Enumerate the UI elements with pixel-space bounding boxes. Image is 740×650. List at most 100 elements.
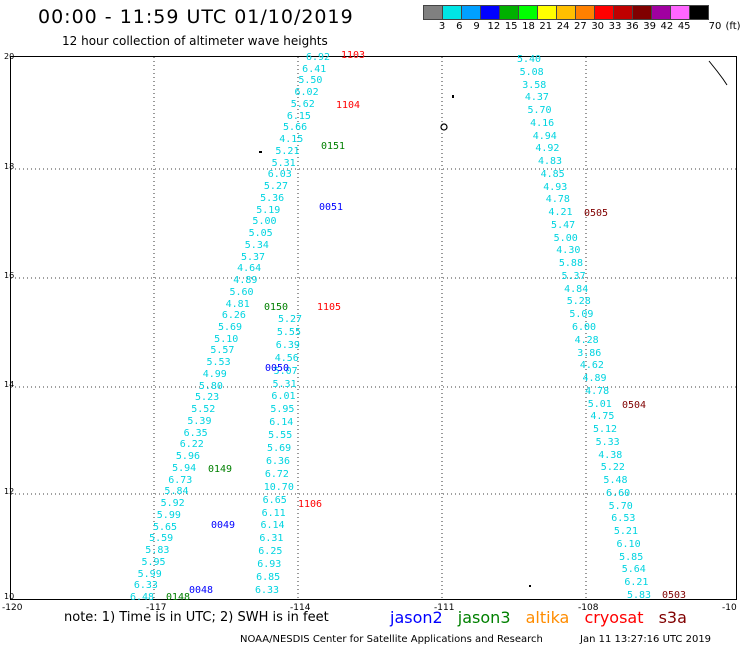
wave-height-value: 5.09 xyxy=(569,309,594,321)
wave-height-value: 5.92 xyxy=(160,498,185,510)
wave-height-value: 5.36 xyxy=(260,192,285,204)
wave-height-value: 5.99 xyxy=(137,568,162,580)
wave-height-value: 4.62 xyxy=(579,360,604,372)
wave-height-value: 5.00 xyxy=(553,232,578,244)
wave-height-value: 6.03 xyxy=(267,169,292,181)
longitude-label: -117 xyxy=(146,603,167,613)
wave-height-value: 4.84 xyxy=(564,283,589,295)
scale-label: 70 xyxy=(708,21,722,32)
color-scale xyxy=(423,5,709,20)
wave-height-value: 5.07 xyxy=(273,365,298,377)
legend-jason2: jason2 xyxy=(390,608,443,627)
wave-height-value: 6.10 xyxy=(616,538,641,550)
scale-label: 6 xyxy=(456,21,463,32)
scale-swatch xyxy=(670,5,690,20)
wave-height-value: 5.12 xyxy=(592,424,618,436)
wave-height-value: 4.37 xyxy=(524,92,549,104)
wave-height-value: 4.64 xyxy=(237,263,262,275)
scale-label: 21 xyxy=(539,21,553,32)
wave-height-value: 6.41 xyxy=(302,63,327,75)
scale-swatch xyxy=(499,5,519,20)
scale-swatch xyxy=(480,5,500,20)
latitude-label: 18 xyxy=(4,162,15,171)
pass-label-jason2: 0048 xyxy=(189,585,214,596)
wave-height-value: 5.85 xyxy=(619,551,644,563)
wave-height-value: 5.65 xyxy=(152,521,178,533)
wave-height-value: 5.83 xyxy=(145,545,170,557)
wave-height-value: 4.75 xyxy=(590,411,615,423)
wave-height-value: 6.73 xyxy=(168,474,193,486)
scale-swatch xyxy=(537,5,557,20)
wave-height-value: 6.14 xyxy=(269,417,294,429)
scale-swatch xyxy=(632,5,652,20)
wave-height-value: 6.65 xyxy=(262,494,287,506)
wave-height-value: 6.11 xyxy=(261,507,286,519)
pass-label-jason3: 0151 xyxy=(321,141,346,152)
wave-height-value: 4.56 xyxy=(274,352,299,364)
wave-height-value: 4.94 xyxy=(532,130,557,142)
wave-height-value: 5.53 xyxy=(206,357,231,369)
wave-height-value: 4.16 xyxy=(530,117,555,129)
wave-height-value: 5.33 xyxy=(595,436,620,448)
wave-height-value: 5.37 xyxy=(561,270,586,282)
legend-jason3: jason3 xyxy=(457,608,511,627)
wave-height-value: 5.66 xyxy=(283,122,308,134)
scale-label: 12 xyxy=(487,21,501,32)
credit-line: NOAA/NESDIS Center for Satellite Applica… xyxy=(240,634,543,645)
wave-height-value: 5.55 xyxy=(268,430,293,442)
wave-height-value: 5.01 xyxy=(587,398,612,410)
wave-height-value: 6.60 xyxy=(606,487,631,499)
pass-label-jason3: 0150 xyxy=(264,302,289,313)
wave-height-value: 5.62 xyxy=(290,98,315,110)
wave-height-value: 5.48 xyxy=(603,475,628,487)
latitude-label: 16 xyxy=(4,271,15,280)
scale-swatch xyxy=(613,5,633,20)
wave-height-value: 4.99 xyxy=(202,368,227,380)
wave-height-value: 5.27 xyxy=(278,314,303,325)
wave-height-value: 6.48 xyxy=(130,592,155,603)
wave-height-value: 4.81 xyxy=(225,298,250,310)
satellite-legend: jason2 jason3 altika cryosat s3a xyxy=(390,608,697,627)
pass-label-cryosat: 1104 xyxy=(336,100,361,111)
scale-swatch xyxy=(518,5,538,20)
wave-height-value: 6.93 xyxy=(257,559,282,571)
wave-height-value: 5.95 xyxy=(270,404,295,416)
wave-height-value: 5.96 xyxy=(175,451,200,463)
scale-label: 3 xyxy=(438,21,446,32)
wave-height-value: 6.72 xyxy=(264,468,289,480)
wave-height-value: 6.36 xyxy=(265,455,291,467)
latitude-label: 12 xyxy=(4,487,15,496)
island-shape xyxy=(440,123,448,131)
legend-altika: altika xyxy=(525,608,570,627)
longitude-label: -108 xyxy=(578,603,599,613)
wave-height-value: 6.01 xyxy=(271,391,296,403)
coastline-fragment xyxy=(708,60,728,86)
wave-height-value: 5.88 xyxy=(558,258,583,270)
wave-height-value: 6.00 xyxy=(572,322,597,333)
wave-height-value: 5.60 xyxy=(229,286,254,298)
wave-height-value: 3.86 xyxy=(577,347,602,359)
wave-height-value: 6.39 xyxy=(275,339,300,351)
wave-height-value: 5.23 xyxy=(195,392,220,404)
wave-height-value: 5.57 xyxy=(210,345,235,357)
wave-height-value: 5.31 xyxy=(272,378,297,390)
pass-label-s3a: 0503 xyxy=(662,590,687,601)
wave-height-value: 5.08 xyxy=(519,66,544,78)
wave-height-value: 4.92 xyxy=(535,143,560,155)
wave-height-value: 4.15 xyxy=(279,134,304,146)
wave-height-value: 6.22 xyxy=(179,439,204,451)
wave-height-value: 4.83 xyxy=(537,156,563,168)
scale-label: 18 xyxy=(522,21,535,32)
wave-height-value: 5.52 xyxy=(191,404,216,416)
wave-height-value: 3.58 xyxy=(522,79,547,91)
scale-label: 42 xyxy=(660,21,674,32)
generated-timestamp: Jan 11 13:27:16 UTC 2019 xyxy=(580,634,712,645)
wave-height-value: 6.33 xyxy=(133,580,158,592)
wave-height-value: 6.25 xyxy=(258,546,283,558)
scale-label: (ft) xyxy=(725,21,740,32)
wave-height-value: 6.33 xyxy=(255,585,280,596)
wave-height-value: 5.50 xyxy=(298,75,323,87)
longitude-label: -114 xyxy=(290,603,311,613)
wave-height-value: 5.21 xyxy=(613,526,638,538)
pass-label-s3a: 0504 xyxy=(622,400,647,411)
